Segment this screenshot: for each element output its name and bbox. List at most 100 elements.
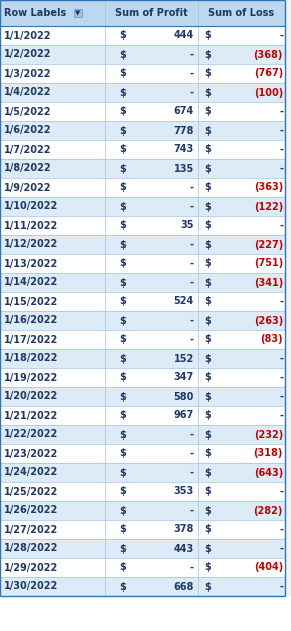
Text: 1/19/2022: 1/19/2022 [4, 372, 58, 382]
Text: $: $ [204, 487, 211, 497]
Bar [0, 121, 285, 140]
Text: 135: 135 [174, 163, 194, 174]
Bar [0, 26, 285, 45]
Text: $: $ [119, 163, 126, 174]
Text: -: - [190, 334, 194, 345]
Text: $: $ [119, 126, 126, 136]
Text: 674: 674 [174, 107, 194, 117]
Bar [0, 539, 285, 558]
Bar [0, 197, 285, 216]
Text: 1/28/2022: 1/28/2022 [4, 543, 58, 553]
Text: 1/11/2022: 1/11/2022 [4, 220, 58, 230]
Text: -: - [190, 278, 194, 288]
Text: $: $ [119, 259, 126, 269]
Text: $: $ [204, 240, 211, 249]
Text: -: - [279, 582, 283, 591]
Text: $: $ [204, 372, 211, 382]
Text: $: $ [119, 411, 126, 420]
Text: $: $ [204, 49, 211, 59]
Text: -: - [190, 88, 194, 98]
Text: $: $ [119, 524, 126, 534]
Text: $: $ [204, 449, 211, 459]
Text: -: - [279, 126, 283, 136]
Text: -: - [279, 391, 283, 401]
Text: 1/5/2022: 1/5/2022 [4, 107, 52, 117]
Text: 35: 35 [180, 220, 194, 230]
Text: 1/10/2022: 1/10/2022 [4, 201, 58, 211]
Text: 1/16/2022: 1/16/2022 [4, 316, 58, 326]
Text: -: - [190, 562, 194, 572]
Text: 524: 524 [174, 297, 194, 307]
Text: 1/30/2022: 1/30/2022 [4, 582, 58, 591]
Text: -: - [279, 524, 283, 534]
Text: 1/29/2022: 1/29/2022 [4, 562, 58, 572]
Text: (282): (282) [254, 505, 283, 516]
Text: (232): (232) [254, 430, 283, 440]
Text: (341): (341) [254, 278, 283, 288]
Text: $: $ [204, 220, 211, 230]
Text: 1/17/2022: 1/17/2022 [4, 334, 58, 345]
Text: 1/15/2022: 1/15/2022 [4, 297, 58, 307]
Text: $: $ [204, 468, 211, 478]
Text: -: - [190, 259, 194, 269]
Text: -: - [279, 297, 283, 307]
Text: $: $ [119, 69, 126, 78]
Text: (368): (368) [254, 49, 283, 59]
Text: -: - [279, 372, 283, 382]
Text: 1/3/2022: 1/3/2022 [4, 69, 52, 78]
Text: 152: 152 [174, 353, 194, 363]
Text: -: - [190, 182, 194, 192]
Text: 1/25/2022: 1/25/2022 [4, 487, 58, 497]
Bar [0, 292, 285, 311]
Text: $: $ [204, 126, 211, 136]
Text: $: $ [119, 391, 126, 401]
Bar [0, 216, 285, 235]
Text: 743: 743 [174, 144, 194, 155]
Text: 1/6/2022: 1/6/2022 [4, 126, 52, 136]
Text: $: $ [119, 182, 126, 192]
Text: -: - [190, 505, 194, 516]
Text: $: $ [119, 30, 126, 40]
Text: 1/21/2022: 1/21/2022 [4, 411, 58, 420]
Text: 1/7/2022: 1/7/2022 [4, 144, 52, 155]
Bar [0, 482, 285, 501]
Bar [0, 330, 285, 349]
Text: 1/24/2022: 1/24/2022 [4, 468, 58, 478]
Text: $: $ [204, 430, 211, 440]
Text: 1/26/2022: 1/26/2022 [4, 505, 58, 516]
Text: -: - [279, 487, 283, 497]
Bar [0, 0, 285, 26]
Text: 347: 347 [174, 372, 194, 382]
Text: 1/14/2022: 1/14/2022 [4, 278, 58, 288]
Text: -: - [190, 468, 194, 478]
Text: -: - [190, 49, 194, 59]
Text: $: $ [119, 278, 126, 288]
Text: $: $ [204, 163, 211, 174]
Text: $: $ [204, 182, 211, 192]
Bar [0, 273, 285, 292]
Text: $: $ [204, 144, 211, 155]
Text: 378: 378 [174, 524, 194, 534]
Bar [285, 0, 291, 596]
Bar [0, 520, 285, 539]
Text: $: $ [119, 505, 126, 516]
Text: $: $ [204, 316, 211, 326]
Text: $: $ [204, 543, 211, 553]
Text: 353: 353 [174, 487, 194, 497]
Text: $: $ [204, 411, 211, 420]
Text: -: - [279, 144, 283, 155]
Text: 444: 444 [174, 30, 194, 40]
Text: $: $ [119, 49, 126, 59]
Text: 1/9/2022: 1/9/2022 [4, 182, 52, 192]
Text: 1/4/2022: 1/4/2022 [4, 88, 52, 98]
Text: $: $ [204, 505, 211, 516]
Text: $: $ [204, 278, 211, 288]
Text: $: $ [119, 220, 126, 230]
Text: 1/2/2022: 1/2/2022 [4, 49, 52, 59]
Text: $: $ [119, 316, 126, 326]
Bar [0, 64, 285, 83]
Text: $: $ [119, 562, 126, 572]
Text: $: $ [119, 487, 126, 497]
Bar [0, 444, 285, 463]
Bar [0, 501, 285, 520]
